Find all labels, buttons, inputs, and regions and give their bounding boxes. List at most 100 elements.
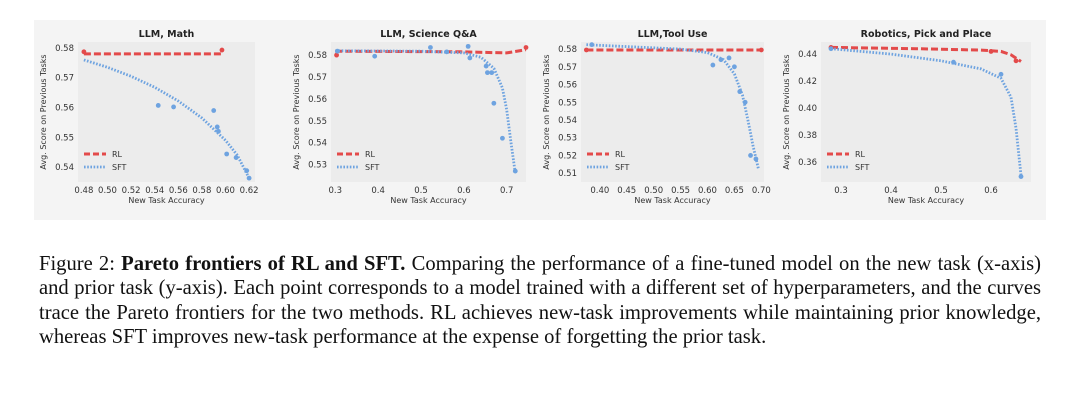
sft-point [489, 70, 495, 76]
figure-svg: LLM, Math 0.48 0.50 0.52 0.54 0.56 0.58 0.60 0.6… [39, 29, 1031, 205]
y-tick-label: 0.55 [55, 133, 74, 143]
sft-point [428, 45, 433, 50]
sft-point [998, 71, 1004, 77]
sft-point [372, 53, 378, 59]
sft-frontier-line [335, 49, 517, 174]
sft-point [335, 48, 340, 54]
x-tick-label: 0.3 [834, 186, 848, 196]
sft-point [500, 135, 505, 141]
x-tick-label: 0.6 [984, 186, 998, 196]
rl-point [583, 47, 589, 53]
sft-point [483, 63, 489, 69]
sft-point [224, 151, 230, 157]
sft-point [491, 100, 497, 106]
x-tick-label: 0.55 [671, 186, 690, 196]
y-tick-label: 0.53 [558, 134, 577, 144]
sft-point [731, 64, 737, 70]
x-tick-label: 0.60 [698, 186, 717, 196]
legend-label-rl: RL [365, 150, 376, 159]
sft-point [216, 128, 221, 134]
y-tick-label: 0.51 [558, 169, 577, 179]
caption-text: Comparing the performance of a fine-tune… [39, 253, 1041, 349]
legend-label-sft: SFT [112, 163, 127, 172]
y-tick-label: 0.44 [798, 50, 817, 60]
sft-point [512, 168, 518, 174]
sft-point [444, 49, 450, 55]
sft-point [233, 155, 239, 160]
rl-point [988, 49, 994, 54]
rl-point [81, 49, 87, 55]
sft-point [214, 124, 220, 130]
y-tick-label: 0.54 [55, 163, 74, 173]
x-tick-label: 0.6 [457, 186, 471, 196]
y-tick-label: 0.58 [308, 51, 327, 61]
y-tick-label: 0.36 [798, 158, 817, 168]
plot-area [821, 42, 1031, 182]
rl-point [523, 45, 529, 50]
sft-point [589, 42, 595, 48]
y-tick-label: 0.55 [558, 98, 577, 108]
x-axis-label: New Task Accuracy [390, 196, 467, 205]
panel-title: LLM,Tool Use [638, 29, 708, 40]
legend-label-sft: SFT [365, 163, 380, 172]
rl-point [334, 52, 339, 58]
x-tick-label: 0.60 [216, 186, 235, 196]
y-axis-label: Avg. Score on Previous Tasks [39, 54, 48, 169]
legend-label-rl: RL [855, 150, 866, 159]
x-tick-label: 0.56 [169, 186, 188, 196]
plot-area [331, 42, 526, 182]
sft-point [171, 104, 176, 110]
x-tick-label: 0.50 [98, 186, 117, 196]
y-tick-label: 0.58 [558, 45, 577, 55]
y-tick-label: 0.57 [308, 73, 327, 83]
sft-point [718, 57, 724, 63]
y-tick-label: 0.53 [308, 161, 327, 171]
legend-label-rl: RL [615, 150, 626, 159]
y-tick-label: 0.56 [308, 95, 327, 105]
legend-label-sft: SFT [615, 163, 630, 172]
x-tick-label: 0.58 [192, 186, 211, 196]
caption-bold-title: Pareto frontiers of RL and SFT. [121, 253, 406, 275]
sft-point [155, 103, 161, 108]
y-tick-label: 0.55 [308, 117, 327, 127]
legend-label-rl: RL [112, 150, 123, 159]
rl-point [758, 47, 764, 53]
sft-point [742, 99, 748, 105]
sft-point [753, 156, 759, 162]
rl-point [219, 47, 225, 53]
x-tick-label: 0.4 [884, 186, 898, 196]
x-axis-label: New Task Accuracy [128, 196, 205, 205]
x-tick-label: 0.50 [644, 186, 663, 196]
sft-frontier-line [83, 58, 251, 179]
sft-point [465, 43, 471, 49]
panel-title: LLM, Science Q&A [380, 29, 477, 40]
x-tick-label: 0.54 [145, 186, 164, 196]
x-tick-label: 0.62 [240, 186, 259, 196]
y-tick-label: 0.54 [558, 116, 577, 126]
y-axis-label: Avg. Score on Previous Tasks [782, 54, 791, 169]
x-tick-label: 0.65 [725, 186, 744, 196]
x-tick-label: 0.52 [122, 186, 141, 196]
y-tick-label: 0.57 [558, 63, 577, 73]
legend-label-sft: SFT [855, 163, 870, 172]
x-axis-label: New Task Accuracy [634, 196, 711, 205]
sft-point [737, 89, 743, 95]
caption-label: Figure 2: [39, 253, 115, 275]
x-axis-label: New Task Accuracy [888, 196, 965, 205]
sft-frontier-line [586, 43, 760, 170]
y-tick-label: 0.40 [798, 104, 817, 114]
plot-area [581, 42, 764, 182]
sft-point [211, 108, 217, 113]
plot-area [78, 42, 255, 182]
sft-point [726, 55, 732, 61]
y-tick-label: 0.58 [55, 44, 74, 54]
x-tick-label: 0.7 [500, 186, 514, 196]
rl-point [1013, 58, 1019, 64]
y-tick-label: 0.52 [558, 151, 577, 161]
x-tick-label: 0.5 [414, 186, 428, 196]
y-tick-label: 0.42 [798, 77, 817, 87]
x-tick-label: 0.48 [74, 186, 93, 196]
sft-point [748, 153, 753, 158]
panel-4: Robotics, Pick and Place 0.3 0.4 0.5 0.6 0.44… [782, 29, 1031, 205]
y-tick-label: 0.54 [308, 139, 327, 149]
